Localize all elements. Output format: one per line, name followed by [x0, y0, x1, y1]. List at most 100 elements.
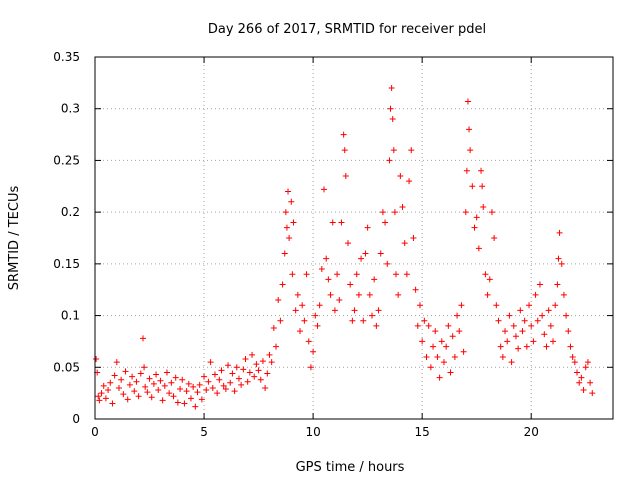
data-point	[408, 147, 415, 154]
data-point	[279, 281, 286, 288]
data-point	[181, 400, 188, 407]
data-point	[307, 364, 314, 371]
y-tick-label: 0.05	[53, 360, 80, 374]
data-point	[179, 376, 186, 383]
data-point	[443, 343, 450, 350]
data-point	[286, 235, 293, 241]
data-point	[209, 384, 216, 391]
grid-lines	[95, 57, 613, 419]
data-point	[96, 397, 103, 404]
data-point	[479, 183, 486, 190]
data-point	[120, 391, 127, 398]
data-point	[218, 367, 225, 374]
data-point	[107, 379, 114, 386]
data-point	[373, 322, 380, 329]
data-point	[425, 322, 432, 329]
data-point	[192, 403, 199, 410]
data-point	[135, 393, 142, 400]
data-point	[580, 387, 587, 394]
data-point	[155, 387, 162, 394]
data-point	[290, 219, 297, 226]
data-point	[329, 219, 336, 226]
data-point	[111, 372, 118, 379]
data-point	[141, 364, 148, 371]
data-point	[246, 369, 253, 376]
data-point	[571, 359, 578, 366]
data-point	[303, 271, 310, 278]
data-point	[233, 364, 240, 371]
data-point	[430, 343, 437, 350]
data-point	[556, 229, 563, 236]
y-tick-label: 0.35	[53, 50, 80, 64]
data-points	[93, 85, 596, 410]
data-point	[301, 317, 308, 324]
data-point	[275, 297, 282, 304]
data-point	[517, 307, 524, 314]
data-point	[391, 209, 398, 216]
x-axis-label: GPS time / hours	[296, 460, 405, 475]
data-point	[545, 307, 552, 314]
data-point	[506, 312, 513, 319]
data-point	[93, 356, 100, 363]
data-point	[310, 348, 317, 355]
data-point	[458, 302, 465, 309]
data-point	[497, 343, 504, 350]
data-point	[122, 368, 129, 375]
data-point	[375, 307, 382, 314]
data-point	[539, 312, 546, 319]
data-point	[255, 367, 262, 374]
data-point	[434, 353, 441, 360]
data-point	[187, 395, 194, 402]
data-point	[196, 381, 203, 388]
data-point	[159, 397, 166, 404]
data-point	[589, 390, 596, 397]
data-point	[526, 302, 533, 309]
data-point	[414, 322, 421, 329]
data-point	[249, 351, 256, 358]
data-point	[576, 379, 583, 386]
data-point	[262, 384, 269, 391]
data-point	[157, 377, 164, 384]
data-point	[508, 359, 515, 366]
data-point	[345, 240, 352, 247]
data-point	[150, 380, 157, 387]
data-point	[358, 255, 365, 262]
data-point	[203, 387, 210, 394]
data-point	[541, 331, 548, 338]
data-point	[416, 302, 423, 309]
data-point	[558, 260, 565, 267]
data-point	[129, 373, 136, 380]
data-point	[277, 317, 284, 324]
data-point	[547, 322, 554, 329]
data-point	[401, 240, 408, 247]
data-point	[285, 188, 292, 195]
data-point	[386, 157, 393, 164]
data-point	[412, 286, 419, 293]
data-point	[190, 383, 197, 390]
data-point	[534, 317, 541, 324]
data-point	[371, 276, 378, 283]
data-point	[578, 374, 585, 381]
data-point	[282, 209, 289, 216]
data-point	[560, 291, 567, 298]
data-point	[368, 312, 375, 319]
data-point	[312, 312, 319, 319]
data-point	[257, 376, 264, 383]
data-point	[491, 235, 498, 241]
data-point	[318, 266, 325, 273]
data-point	[153, 371, 160, 378]
data-point	[565, 328, 572, 335]
data-point	[466, 126, 473, 133]
data-point	[515, 345, 522, 352]
data-point	[351, 307, 358, 314]
data-point	[406, 178, 413, 185]
data-point	[251, 373, 258, 380]
data-point	[216, 376, 223, 383]
data-point	[144, 389, 151, 396]
data-point	[242, 356, 249, 363]
data-point	[177, 386, 184, 393]
data-point	[362, 250, 369, 257]
data-point	[582, 364, 589, 371]
data-point	[133, 378, 140, 385]
